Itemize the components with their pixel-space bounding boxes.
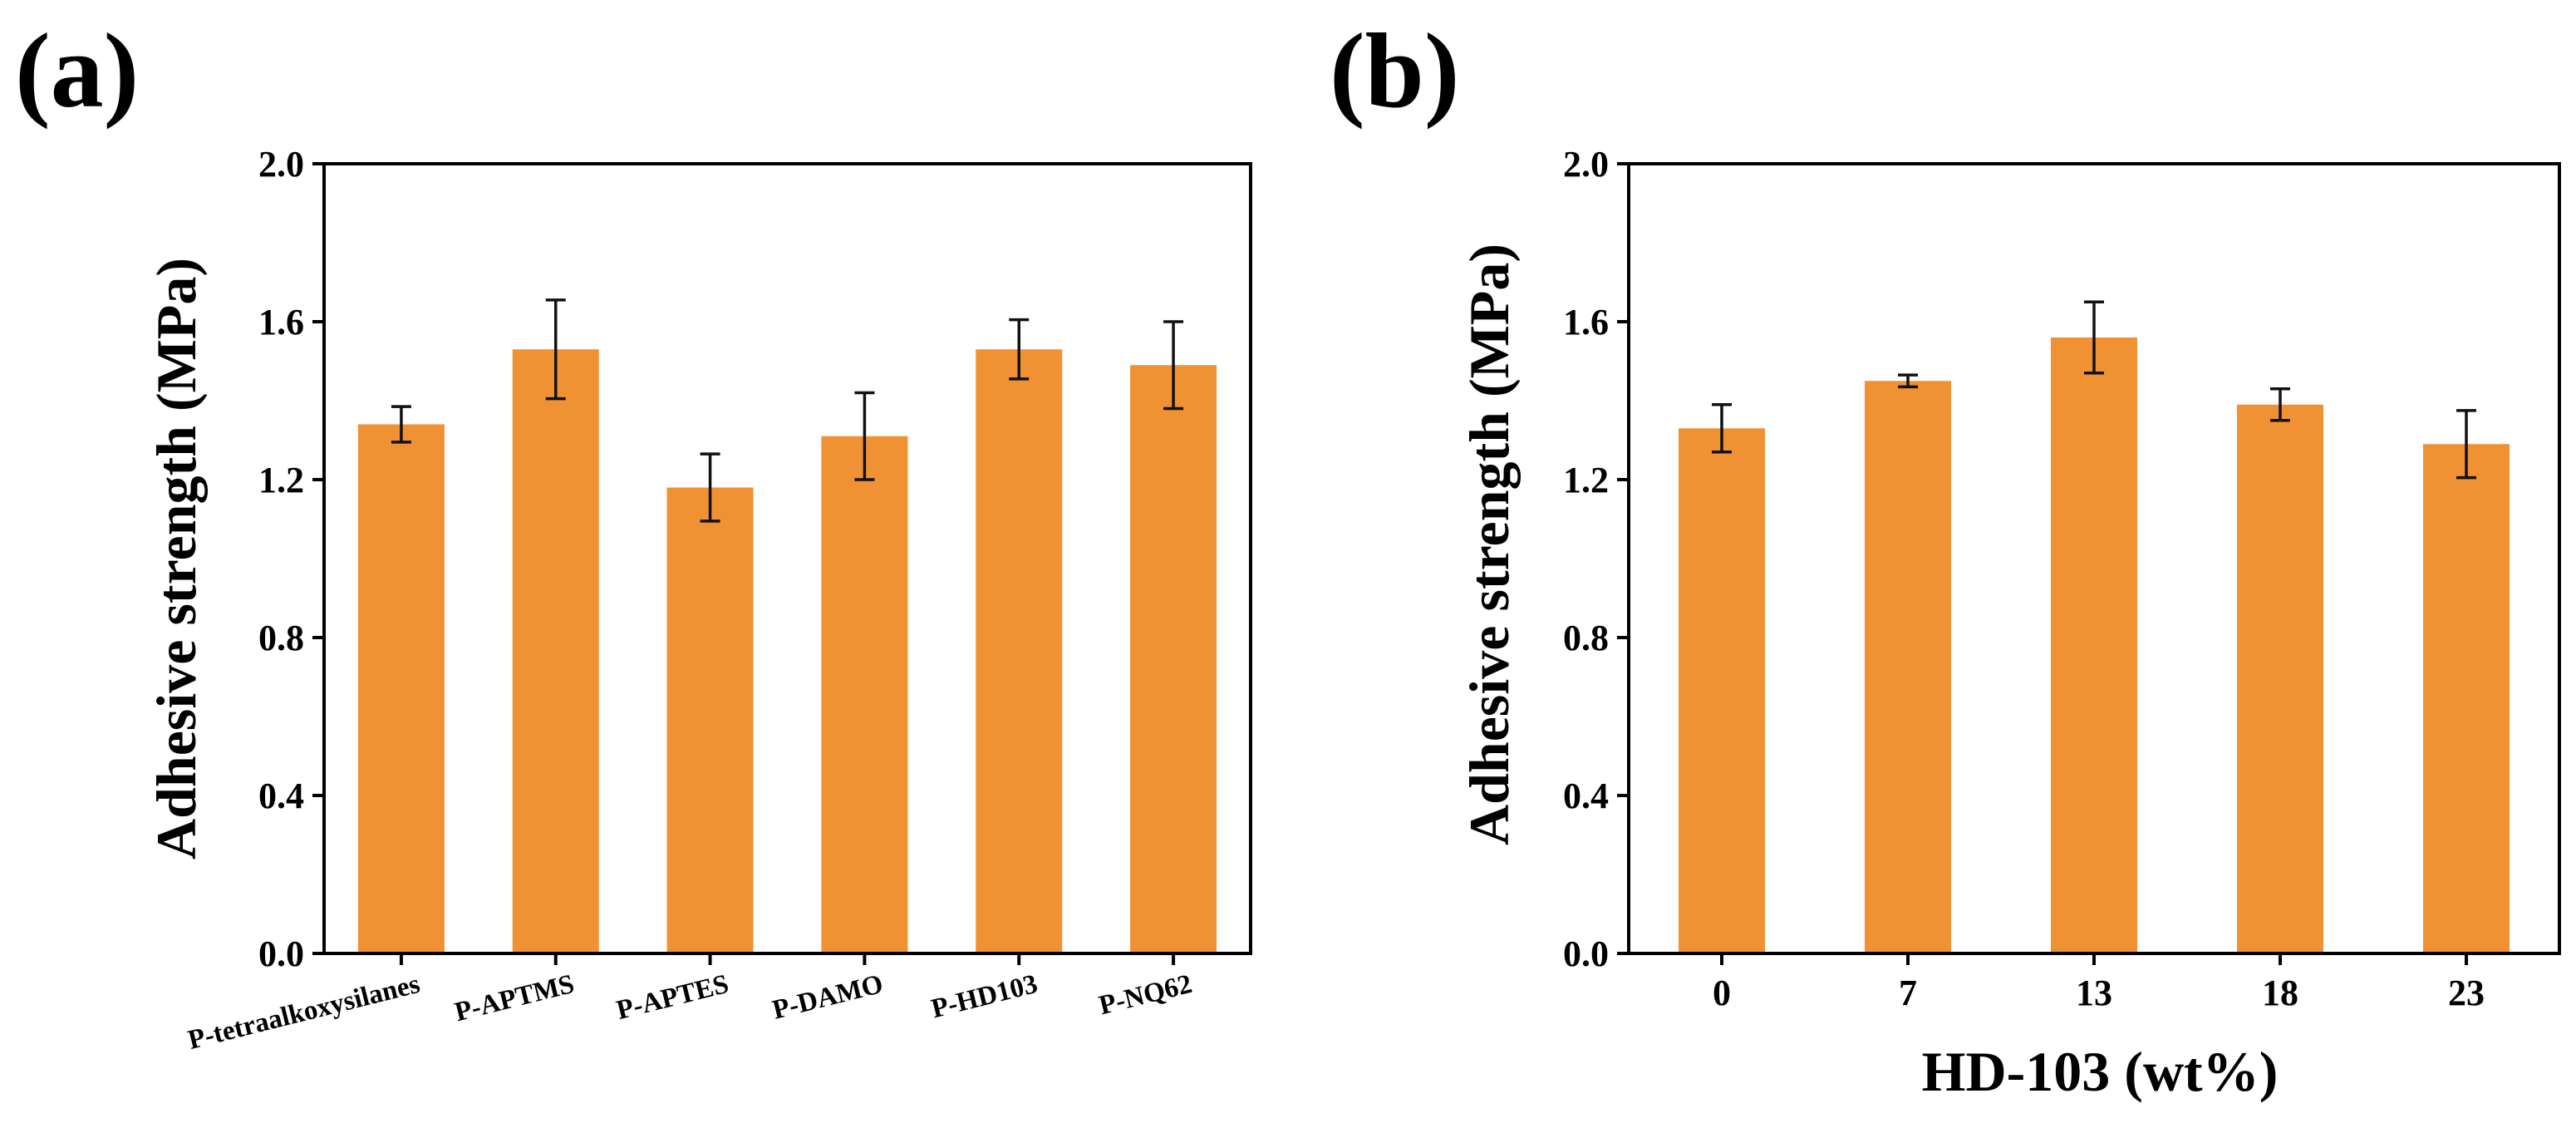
panel-label-a: (a) xyxy=(15,12,139,130)
plot-area-a: 0.0 0.4 0.8 1.2 1.6 2.0 P-tetraalkoxysilanes P-… xyxy=(185,144,1217,1056)
error-bar-b-2 xyxy=(2084,300,2104,375)
y-tick-label-a-5: 2.0 xyxy=(258,144,304,185)
bar-b-1 xyxy=(1865,381,1951,953)
y-tick-label-a-2: 0.8 xyxy=(258,618,304,658)
error-bar-a-0 xyxy=(391,405,411,444)
y-axis-title-b: Adhesive strength (MPa) xyxy=(1458,244,1521,845)
x-tick-label-a-1: P-APTMS xyxy=(452,969,578,1027)
plot-frame-a xyxy=(322,162,1252,955)
chart-a: (a) Adhesive strength (MPa) 0.0 0.4 0.8 1.2… xyxy=(15,12,1252,1056)
y-tick-label-a-0: 0.0 xyxy=(258,933,304,974)
x-axis-title-b: HD-103 (wt%) xyxy=(1922,1040,2279,1103)
x-tick-label-b-1: 7 xyxy=(1899,973,1917,1013)
y-tick-label-b-2: 0.8 xyxy=(1563,618,1609,658)
x-tick-label-a-3: P-DAMO xyxy=(769,969,886,1026)
y-tick-label-a-4: 1.6 xyxy=(258,302,304,342)
y-tick-label-b-1: 0.4 xyxy=(1563,776,1609,816)
x-tick-label-a-5: P-NQ62 xyxy=(1096,969,1195,1021)
chart-b: (b) Adhesive strength (MPa) HD-103 (wt%)… xyxy=(1330,12,2561,1103)
error-bar-a-4 xyxy=(1009,318,1030,381)
error-bar-b-0 xyxy=(1712,403,1732,454)
x-tick-label-b-2: 13 xyxy=(2076,973,2112,1013)
error-bar-b-4 xyxy=(2456,409,2476,480)
x-tick-label-a-0: P-tetraalkoxysilanes xyxy=(185,969,423,1056)
bar-a-1 xyxy=(512,349,599,953)
bar-a-4 xyxy=(976,349,1063,953)
bar-b-0 xyxy=(1679,428,1765,953)
error-bar-b-1 xyxy=(1898,373,1918,389)
x-tick-label-a-4: P-HD103 xyxy=(928,969,1040,1024)
x-tick-label-b-3: 18 xyxy=(2262,973,2298,1013)
bar-b-4 xyxy=(2423,444,2510,953)
bar-a-0 xyxy=(357,424,445,953)
x-tick-label-b-4: 23 xyxy=(2448,973,2485,1013)
y-tick-label-a-3: 1.2 xyxy=(258,460,304,500)
y-tick-label-a-1: 0.4 xyxy=(258,776,304,816)
y-tick-label-b-0: 0.0 xyxy=(1563,933,1609,974)
error-bar-b-3 xyxy=(2270,387,2290,422)
y-axis-title-a: Adhesive strength (MPa) xyxy=(145,258,208,860)
error-bar-a-3 xyxy=(854,391,875,481)
y-tick-label-b-3: 1.2 xyxy=(1563,460,1609,500)
y-tick-label-b-5: 2.0 xyxy=(1563,144,1609,185)
plot-area-b: 0.0 0.4 0.8 1.2 1.6 2.0 0 7 13 18 23 xyxy=(1563,144,2510,1013)
plot-frame-b xyxy=(1627,162,2561,955)
panel-label-b: (b) xyxy=(1330,12,1459,130)
error-bar-a-1 xyxy=(545,298,566,401)
x-tick-label-b-0: 0 xyxy=(1713,973,1731,1013)
bar-a-5 xyxy=(1130,365,1217,953)
bar-b-3 xyxy=(2237,404,2323,953)
bar-a-3 xyxy=(821,436,908,953)
bar-a-2 xyxy=(666,487,754,953)
error-bar-a-2 xyxy=(700,452,720,523)
bar-b-2 xyxy=(2051,337,2137,953)
x-tick-label-a-2: P-APTES xyxy=(613,969,731,1026)
error-bar-a-5 xyxy=(1163,320,1184,411)
y-tick-label-b-4: 1.6 xyxy=(1563,302,1609,342)
